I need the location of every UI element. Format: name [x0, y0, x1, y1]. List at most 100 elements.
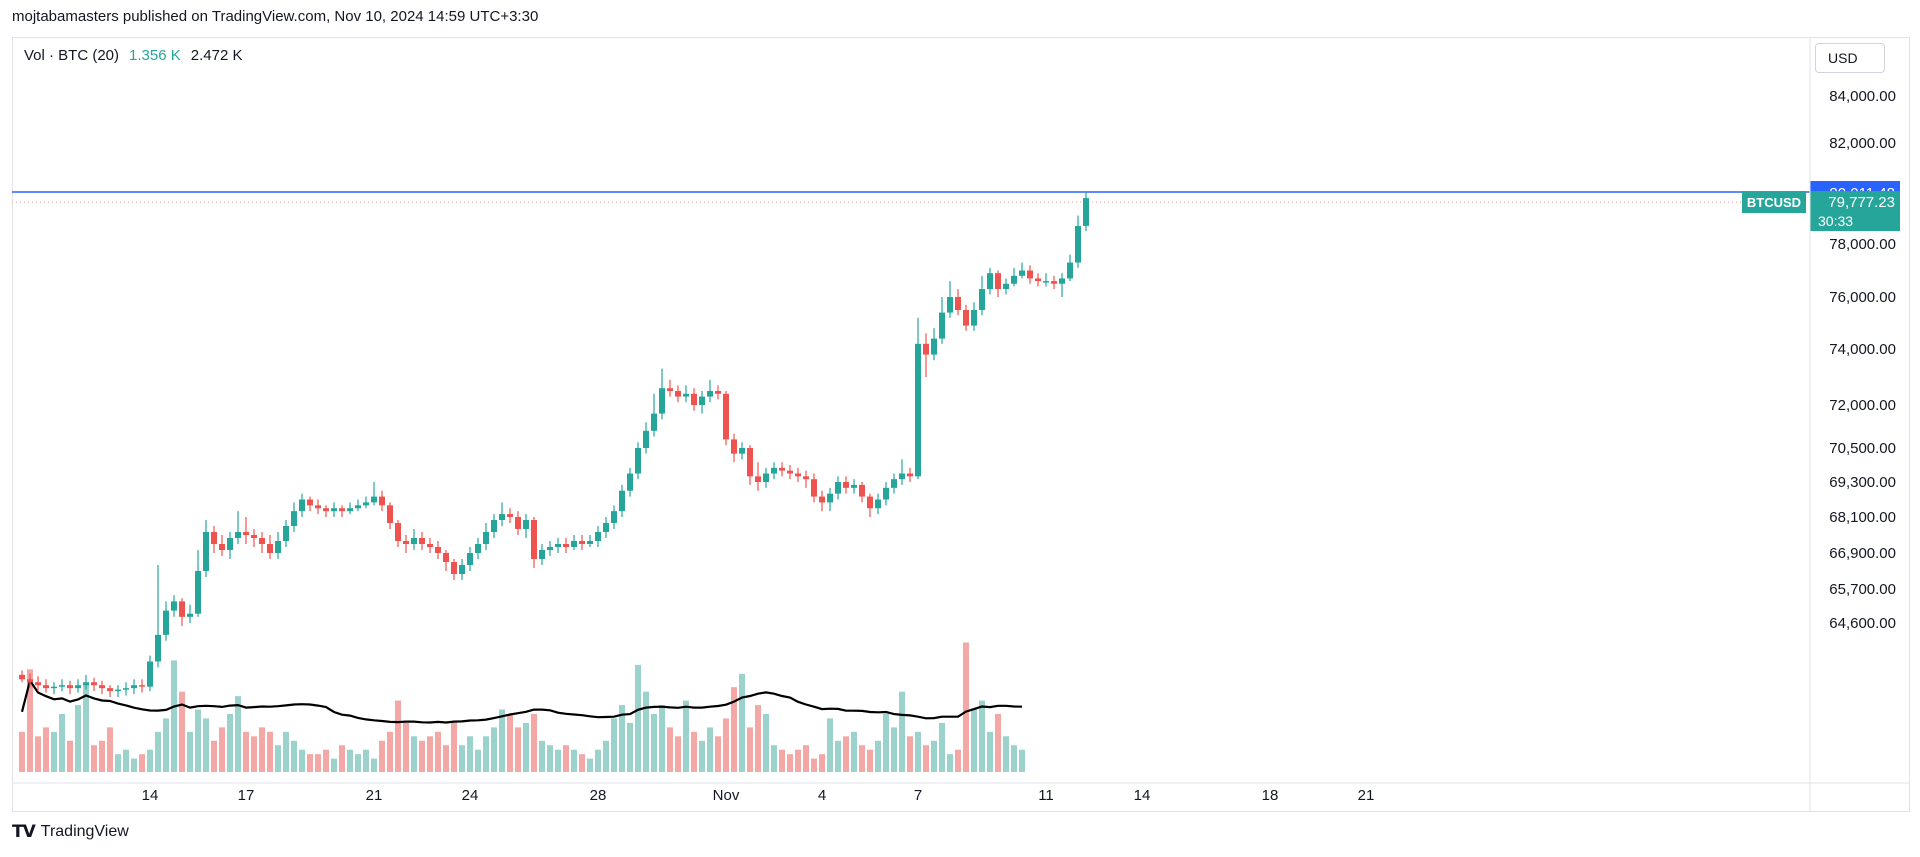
volume-bar — [211, 740, 217, 772]
volume-bar — [219, 727, 225, 772]
candle-body — [875, 499, 881, 509]
volume-bar — [307, 754, 313, 772]
legend-label: Vol · BTC (20) — [24, 47, 120, 64]
candle-body — [891, 479, 897, 488]
volume-bar — [235, 696, 241, 772]
symbol-badge-text: BTCUSD — [1747, 195, 1801, 210]
y-tick-label: 69,300.00 — [1829, 474, 1896, 491]
volume-bar — [691, 731, 697, 772]
candle-body — [547, 547, 553, 550]
candle-body — [635, 448, 641, 474]
volume-bar — [435, 731, 441, 772]
candle-body — [1043, 281, 1049, 283]
volume-bar — [523, 722, 529, 772]
candle-body — [107, 688, 113, 692]
volume-bar — [795, 749, 801, 772]
candle-body — [779, 467, 785, 471]
volume-bar — [275, 745, 281, 772]
candle-body — [35, 682, 41, 686]
candle-body — [947, 297, 953, 313]
y-tick-label: 66,900.00 — [1829, 545, 1896, 562]
candle-body — [27, 679, 33, 683]
legend-volume-ma-value: 2.472 K — [190, 47, 243, 64]
volume-bar — [547, 745, 553, 772]
candle-body — [51, 686, 57, 689]
volume-bar — [171, 660, 177, 772]
volume-bar — [131, 758, 137, 772]
volume-bar — [947, 754, 953, 772]
candle-body — [1003, 283, 1009, 290]
x-tick-label: 18 — [1262, 787, 1279, 804]
candle-body — [155, 634, 161, 662]
candle-body — [131, 685, 137, 689]
y-tick-label: 82,000.00 — [1829, 135, 1896, 152]
candle-body — [963, 310, 969, 326]
candle-body — [771, 467, 777, 474]
volume-bar — [515, 727, 521, 772]
volume-bar — [1011, 745, 1017, 772]
volume-bar — [227, 713, 233, 772]
y-tick-label: 76,000.00 — [1829, 289, 1896, 306]
candle-body — [1019, 270, 1025, 276]
candle-body — [923, 343, 929, 355]
candle-body — [371, 496, 377, 503]
candle-body — [323, 508, 329, 512]
x-tick-label: 14 — [1134, 787, 1151, 804]
volume-bar — [1003, 736, 1009, 772]
volume-bar — [243, 731, 249, 772]
x-tick-label: 11 — [1038, 787, 1054, 804]
volume-bar — [35, 736, 41, 772]
volume-bar — [659, 705, 665, 772]
volume-bar — [883, 713, 889, 772]
candle-body — [747, 448, 753, 477]
legend-volume-value: 1.356 K — [129, 47, 181, 64]
volume-bar — [603, 740, 609, 772]
candle-body — [1075, 225, 1081, 263]
volume-bar — [283, 731, 289, 772]
candle-body — [523, 520, 529, 529]
candle-body — [123, 688, 129, 690]
volume-bar — [379, 740, 385, 772]
symbol-badge — [1742, 191, 1806, 214]
candle-body — [363, 502, 369, 506]
volume-bar — [923, 745, 929, 772]
candle-body — [899, 473, 905, 480]
candle-body — [299, 499, 305, 512]
volume-bar — [971, 709, 977, 772]
candle-body — [267, 544, 273, 553]
x-tick-label: 7 — [914, 787, 922, 804]
volume-bar — [347, 749, 353, 772]
volume-bar — [587, 758, 593, 772]
y-tick-label: 65,700.00 — [1829, 581, 1896, 598]
candle-body — [275, 541, 281, 553]
volume-bar — [147, 749, 153, 772]
candle-body — [67, 685, 73, 689]
volume-bar — [483, 736, 489, 772]
candle-body — [19, 674, 25, 680]
x-tick-label: 24 — [462, 787, 479, 804]
candle-body — [59, 685, 65, 687]
candle-body — [475, 544, 481, 553]
volume-bar — [403, 722, 409, 772]
volume-bar — [979, 700, 985, 772]
volume-bar — [755, 705, 761, 772]
last-price-badge-text: 79,777.23 — [1828, 194, 1895, 211]
volume-bar — [459, 745, 465, 772]
x-tick-label: 17 — [238, 787, 255, 804]
volume-bar — [955, 749, 961, 772]
candle-body — [499, 514, 505, 520]
volume-bar — [531, 713, 537, 772]
volume-bar — [83, 682, 89, 772]
publisher-line: mojtabamasters published on TradingView.… — [12, 8, 539, 25]
candle-body — [171, 601, 177, 611]
volume-bar — [667, 727, 673, 772]
candle-body — [355, 505, 361, 509]
currency-button[interactable]: USD — [1815, 43, 1885, 73]
volume-bar — [499, 709, 505, 772]
volume-bar — [355, 754, 361, 772]
candle-body — [883, 487, 889, 500]
candle-body — [43, 685, 49, 689]
chart-frame — [12, 37, 1910, 812]
x-tick-label: 28 — [590, 787, 607, 804]
